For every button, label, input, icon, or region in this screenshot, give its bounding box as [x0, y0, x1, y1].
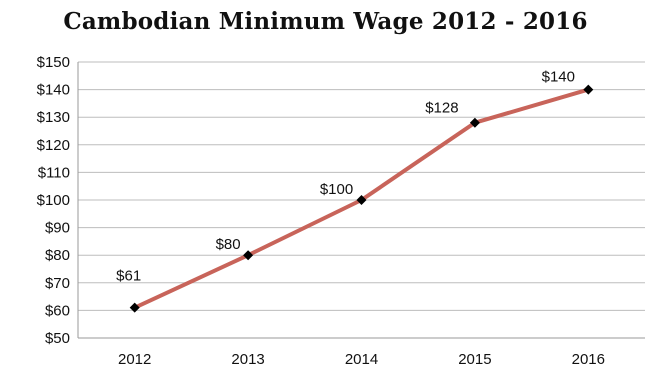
data-point	[583, 84, 594, 95]
y-tick-label: $80	[45, 247, 70, 264]
x-tick-label: 2016	[572, 351, 605, 368]
x-axis-tick-labels: 2012 2013 2014 2015 2016	[118, 351, 605, 368]
data-label: $128	[425, 100, 458, 117]
data-labels: $61 $80 $100 $128 $140	[116, 69, 575, 285]
y-tick-label: $130	[37, 109, 70, 126]
data-label: $100	[320, 181, 353, 198]
data-point	[129, 302, 140, 313]
data-point	[469, 117, 480, 128]
data-label: $80	[216, 236, 241, 253]
data-point	[356, 195, 367, 205]
data-label: $140	[542, 69, 575, 86]
y-tick-label: $70	[45, 275, 70, 292]
gridlines	[78, 61, 645, 339]
y-tick-label: $60	[45, 302, 70, 319]
y-tick-label: $110	[38, 164, 70, 181]
y-tick-label: $150	[37, 54, 70, 71]
data-label: $61	[116, 268, 141, 285]
y-axis-tick-labels: $50 $60 $70 $80 $90 $100 $110 $120 $130 $140 $150	[37, 54, 70, 347]
x-tick-label: 2013	[231, 351, 264, 368]
y-tick-label: $120	[37, 137, 70, 154]
y-tick-label: $90	[45, 220, 70, 237]
x-tick-label: 2014	[345, 351, 378, 368]
x-tick-label: 2015	[458, 351, 491, 368]
x-tick-label: 2012	[118, 351, 151, 368]
y-tick-label: $100	[37, 192, 70, 209]
y-tick-label: $140	[37, 82, 70, 99]
chart-title: Cambodian Minimum Wage 2012 - 2016	[63, 8, 588, 35]
y-tick-label: $50	[45, 330, 70, 347]
data-point	[243, 250, 254, 261]
axes	[77, 62, 645, 339]
data-markers	[129, 84, 594, 313]
